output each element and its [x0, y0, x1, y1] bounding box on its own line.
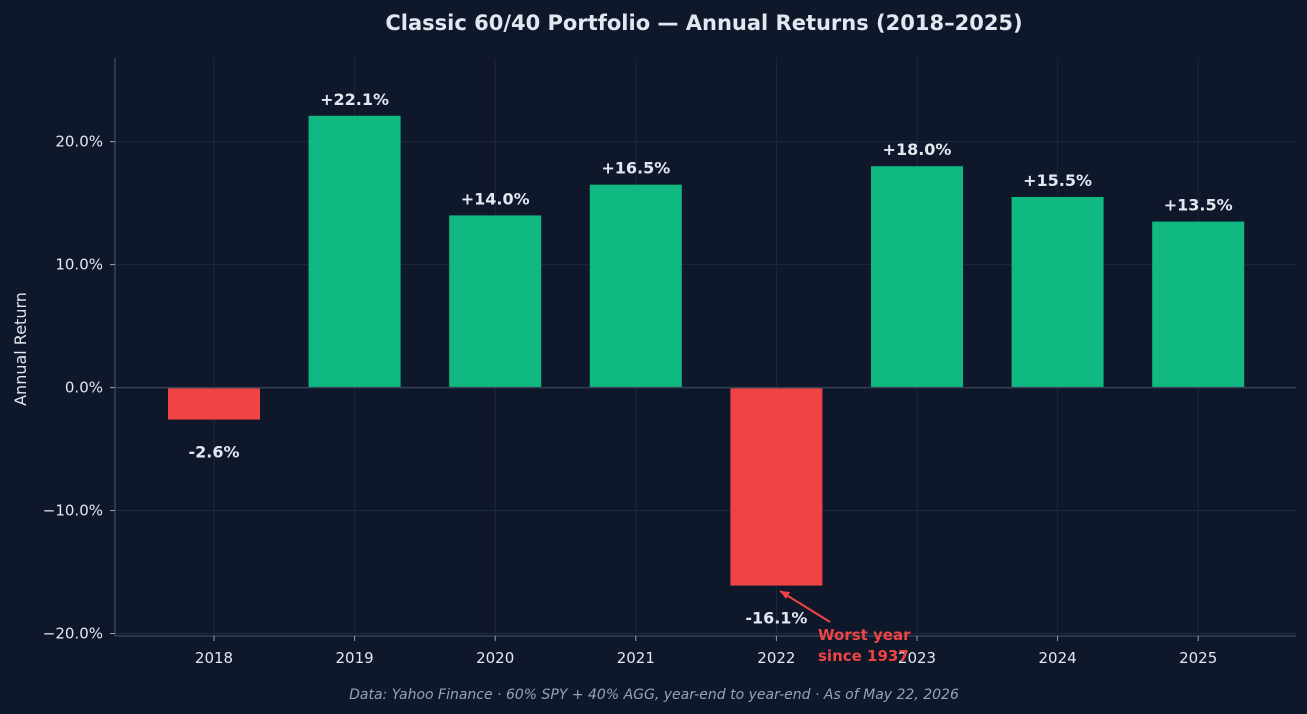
bar-2024	[1011, 196, 1104, 388]
x-tick-label: 2019	[336, 649, 374, 667]
chart-title: Classic 60/40 Portfolio — Annual Returns…	[385, 11, 1022, 35]
y-tick-label: −10.0%	[43, 502, 103, 520]
annotation-line-1: Worst year	[818, 626, 911, 644]
data-labels: -2.6% +22.1% +14.0% +16.5% -16.1% +18.0% +15.5…	[188, 90, 1232, 628]
grid	[115, 58, 1296, 636]
x-ticks: 2018 2019 2020 2021 2022 2023 2024 2025	[195, 636, 1217, 667]
x-tick-label: 2024	[1039, 649, 1077, 667]
bar-2023	[871, 166, 963, 388]
data-label: +22.1%	[320, 90, 389, 109]
bars	[168, 115, 1245, 586]
y-ticks: −20.0% −10.0% 0.0% 10.0% 20.0%	[43, 133, 115, 643]
bar-2020	[449, 215, 542, 388]
source-note: Data: Yahoo Finance · 60% SPY + 40% AGG,…	[349, 687, 959, 703]
x-tick-label: 2025	[1179, 649, 1217, 667]
data-label: -2.6%	[188, 443, 239, 462]
data-label: +14.0%	[461, 189, 530, 208]
x-tick-label: 2018	[195, 649, 233, 667]
data-label: +15.5%	[1023, 171, 1092, 190]
y-tick-label: 10.0%	[55, 256, 103, 274]
data-label: -16.1%	[745, 609, 807, 628]
bar-2021	[589, 184, 682, 388]
annotation-arrow	[779, 590, 831, 623]
annotation-line-2: since 1937	[818, 647, 909, 665]
y-tick-label: 20.0%	[55, 133, 103, 151]
y-axis-label: Annual Return	[11, 292, 30, 406]
bar-2025	[1152, 221, 1245, 388]
bar-2019	[308, 115, 401, 388]
data-label: +18.0%	[883, 140, 952, 159]
x-tick-label: 2023	[898, 649, 936, 667]
y-tick-label: 0.0%	[65, 379, 103, 397]
x-tick-label: 2021	[617, 649, 655, 667]
worst-year-annotation: Worst year since 1937	[779, 590, 911, 665]
x-tick-label: 2020	[476, 649, 514, 667]
annotation-arrowhead	[780, 591, 790, 599]
bar-2018	[168, 387, 260, 420]
x-tick-label: 2022	[757, 649, 795, 667]
bar-2022	[730, 387, 823, 586]
y-tick-label: −20.0%	[43, 625, 103, 643]
data-label: +13.5%	[1164, 196, 1233, 215]
data-label: +16.5%	[601, 159, 670, 178]
